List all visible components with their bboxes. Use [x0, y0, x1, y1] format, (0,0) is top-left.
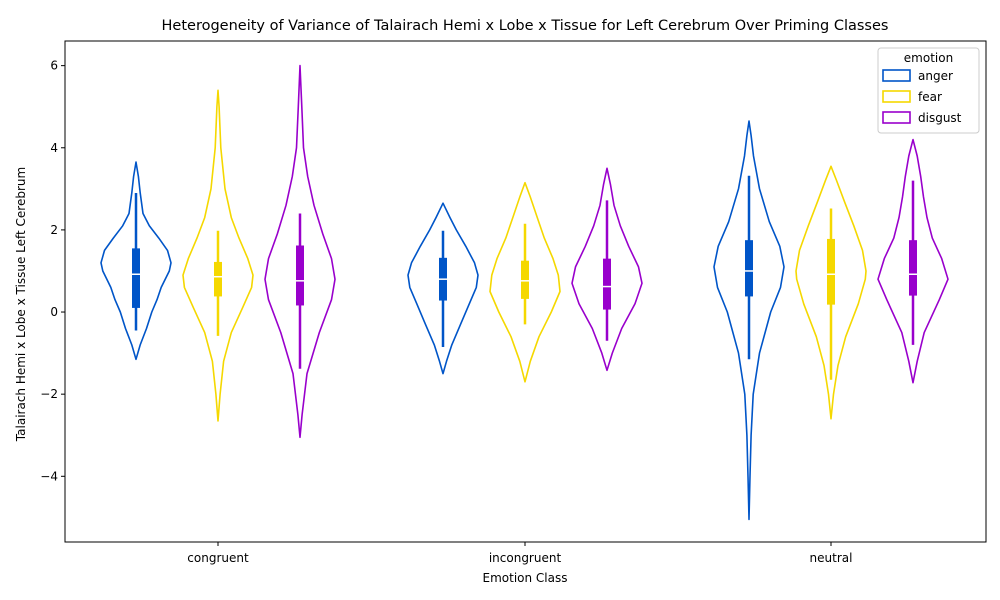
violin-anger-congruent: [100, 161, 172, 361]
violin-iqr-box: [132, 248, 140, 308]
violin-fear-congruent: [182, 89, 254, 422]
violin-anger-neutral: [713, 120, 785, 521]
legend-swatch: [882, 111, 911, 124]
legend-item-fear: fear: [882, 90, 942, 104]
violin-outline: [182, 89, 254, 422]
violin-anger-incongruent: [407, 202, 479, 375]
violin-outline: [877, 138, 949, 384]
legend-swatch: [882, 90, 911, 103]
legend-label: disgust: [918, 111, 962, 125]
x-axis-label: Emotion Class: [483, 571, 568, 585]
legend-item-anger: anger: [882, 69, 953, 83]
chart-title: Heterogeneity of Variance of Talairach H…: [162, 18, 889, 34]
y-tick-label: −2: [40, 387, 58, 401]
violin-outline: [795, 165, 867, 420]
violin-fear-neutral: [795, 165, 867, 420]
legend-title: emotion: [904, 51, 953, 65]
legend-label: anger: [918, 69, 953, 83]
y-tick-label: −4: [40, 469, 58, 483]
y-tick-label: 0: [50, 305, 58, 319]
violin-outline: [100, 161, 172, 361]
violin-iqr-box: [521, 260, 529, 299]
violin-iqr-box: [827, 238, 835, 305]
violin-disgust-neutral: [877, 138, 949, 384]
y-tick-label: 2: [50, 223, 58, 237]
violin-iqr-box: [603, 258, 611, 310]
x-tick-label: incongruent: [489, 551, 562, 565]
legend-label: fear: [918, 90, 942, 104]
x-tick-label: congruent: [187, 551, 249, 565]
violin-outline: [489, 181, 561, 383]
plot-area: [100, 64, 949, 521]
violin-fear-incongruent: [489, 181, 561, 383]
x-axis: congruent incongruent neutral: [187, 542, 852, 565]
violin-outline: [713, 120, 785, 521]
violin-outline: [407, 202, 479, 375]
violin-disgust-incongruent: [571, 167, 643, 372]
violin-iqr-box: [745, 240, 753, 297]
legend-swatch: [882, 69, 911, 82]
violin-iqr-box: [214, 261, 222, 297]
violin-outline: [264, 64, 336, 439]
y-tick-label: 4: [50, 141, 58, 155]
legend: emotion anger fear disgust: [877, 47, 980, 134]
violin-iqr-box: [909, 240, 917, 296]
y-axis: −4 −2 0 2 4 6: [40, 59, 65, 483]
violin-iqr-box: [296, 245, 304, 306]
violin-outline: [571, 167, 643, 372]
y-axis-label: Talairach Hemi x Lobe x Tissue Left Cere…: [14, 167, 28, 442]
y-tick-label: 6: [50, 59, 58, 73]
violin-disgust-congruent: [264, 64, 336, 439]
x-tick-label: neutral: [810, 551, 853, 565]
legend-item-disgust: disgust: [882, 111, 962, 125]
